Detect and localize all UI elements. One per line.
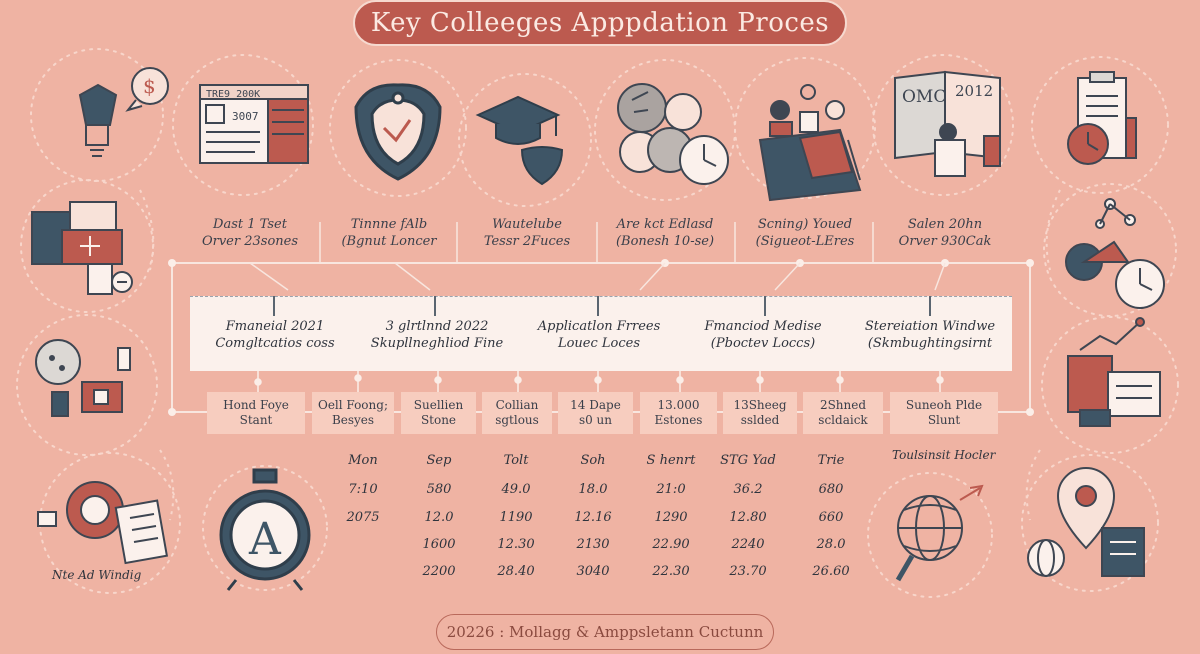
table-cell: 22.30 xyxy=(652,564,690,579)
discussion-icon xyxy=(35,339,131,417)
timeline-band xyxy=(190,296,1012,371)
globe-magnifier-icon xyxy=(895,484,984,582)
page-title: Key Colleeges Apppdation Proces xyxy=(353,0,847,46)
clipboard-clock-icon xyxy=(1067,71,1137,165)
table-cell: 18.0 xyxy=(578,482,608,497)
location-pin-icon xyxy=(1027,467,1145,577)
table-header: Mon xyxy=(348,453,378,468)
table-cell: 2200 xyxy=(422,564,456,579)
timeline-stage: Fmanciod Medise (Pboctev Loccs) xyxy=(704,319,822,351)
table-cell: 28.40 xyxy=(497,564,535,579)
table-cell: 580 xyxy=(426,482,452,497)
table-cell: 12.16 xyxy=(574,510,612,525)
timeline-stage: Applicatlon Frrees Louec Loces xyxy=(537,319,661,351)
step-box: Collian sgtlous xyxy=(482,392,552,434)
table-cell: 1600 xyxy=(422,537,456,552)
svg-text:TRE9 200K: TRE9 200K xyxy=(206,89,260,100)
milestone-label: Salen 20hn Orver 930Cak xyxy=(898,217,992,249)
table-cell: 1290 xyxy=(654,510,688,525)
stopwatch-icon: A xyxy=(219,468,311,591)
svg-text:3007: 3007 xyxy=(232,110,259,123)
study-group-icon xyxy=(758,84,862,202)
table-header: Sep xyxy=(426,453,452,468)
table-cell: 28.0 xyxy=(816,537,846,552)
milestone-label: Dast 1 Tset Orver 23sones xyxy=(201,217,299,249)
step-box: Oell Foong; Besyes xyxy=(312,392,394,434)
gear-document-icon xyxy=(37,481,169,565)
svg-text:2012: 2012 xyxy=(955,82,993,100)
side-label-right: Toulsinsit Hocler xyxy=(892,448,996,462)
city-growth-icon xyxy=(1067,317,1161,427)
table-cell: 12.80 xyxy=(729,510,767,525)
milestone-label: Are kct Edlasd (Bonesh 10-se) xyxy=(615,217,715,249)
milestone-label: Tinnne fAlb (Bgnut Loncer xyxy=(341,217,437,249)
table-cell: 49.0 xyxy=(501,482,531,497)
table-cell: 22.90 xyxy=(652,537,690,552)
table-cell: 3040 xyxy=(576,564,610,579)
step-box: Suellien Stone xyxy=(401,392,476,434)
svg-text:A: A xyxy=(248,514,282,565)
table-header: S henrt xyxy=(646,453,696,468)
graduation-cap-icon xyxy=(475,95,564,186)
table-cell: 2240 xyxy=(731,537,765,552)
bicycle-clock-icon xyxy=(1065,198,1165,309)
table-header: Trie xyxy=(817,453,845,468)
milestone-label: Wautelube Tessr 2Fuces xyxy=(483,217,571,249)
table-cell: 660 xyxy=(818,510,844,525)
calendar-form-icon: TRE9 200K 3007 xyxy=(199,84,309,164)
table-cell: 12.30 xyxy=(497,537,535,552)
table-header: Tolt xyxy=(503,453,529,468)
svg-text:OMC: OMC xyxy=(902,87,946,107)
table-cell: 2075 xyxy=(346,510,380,525)
step-box: 14 Dape s0 un xyxy=(558,392,633,434)
table-cell: 26.60 xyxy=(812,564,850,579)
table-cell: 7:10 xyxy=(348,482,378,497)
table-cell: 36.2 xyxy=(733,482,763,497)
step-box: Hond Foye Stant xyxy=(207,392,305,434)
table-cell: 21:0 xyxy=(656,482,686,497)
step-box: Suneoh Plde Slunt xyxy=(890,392,998,434)
step-box: 13Sheeg sslded xyxy=(723,392,797,434)
table-header: STG Yad xyxy=(720,453,776,468)
campus-buildings-icon xyxy=(31,201,133,295)
shield-icon xyxy=(354,83,442,181)
table-cell: 680 xyxy=(818,482,844,497)
footer-caption: 20226 : Mollagg & Amppsletann Cuctunn xyxy=(436,614,774,650)
table-cell: 1190 xyxy=(499,510,533,525)
timeline-stage: Fmaneial 2021 Comgltcatios coss xyxy=(215,319,335,351)
lightbulb-dollar-icon: $ xyxy=(78,67,169,157)
side-label-left: Nte Ad Windig xyxy=(52,568,142,582)
step-box: 13.000 Estones xyxy=(640,392,717,434)
table-header: Soh xyxy=(580,453,606,468)
table-cell: 23.70 xyxy=(729,564,767,579)
chat-clock-icon xyxy=(617,83,729,185)
milestone-label: Scning) Youed (Sigueot-LEres xyxy=(755,217,855,249)
table-cell: 12.0 xyxy=(424,510,454,525)
open-book-icon: OMC 2012 xyxy=(894,70,1001,177)
timeline-stage: Stereiation Windwe (Skmbughtingsirnt xyxy=(864,319,996,351)
table-cell: 2130 xyxy=(576,537,610,552)
step-box: 2Shned scldaick xyxy=(803,392,883,434)
dollar-icon: $ xyxy=(143,74,156,98)
timeline-stage: 3 glrtlnnd 2022 Skupllneghliod Fine xyxy=(370,319,504,351)
